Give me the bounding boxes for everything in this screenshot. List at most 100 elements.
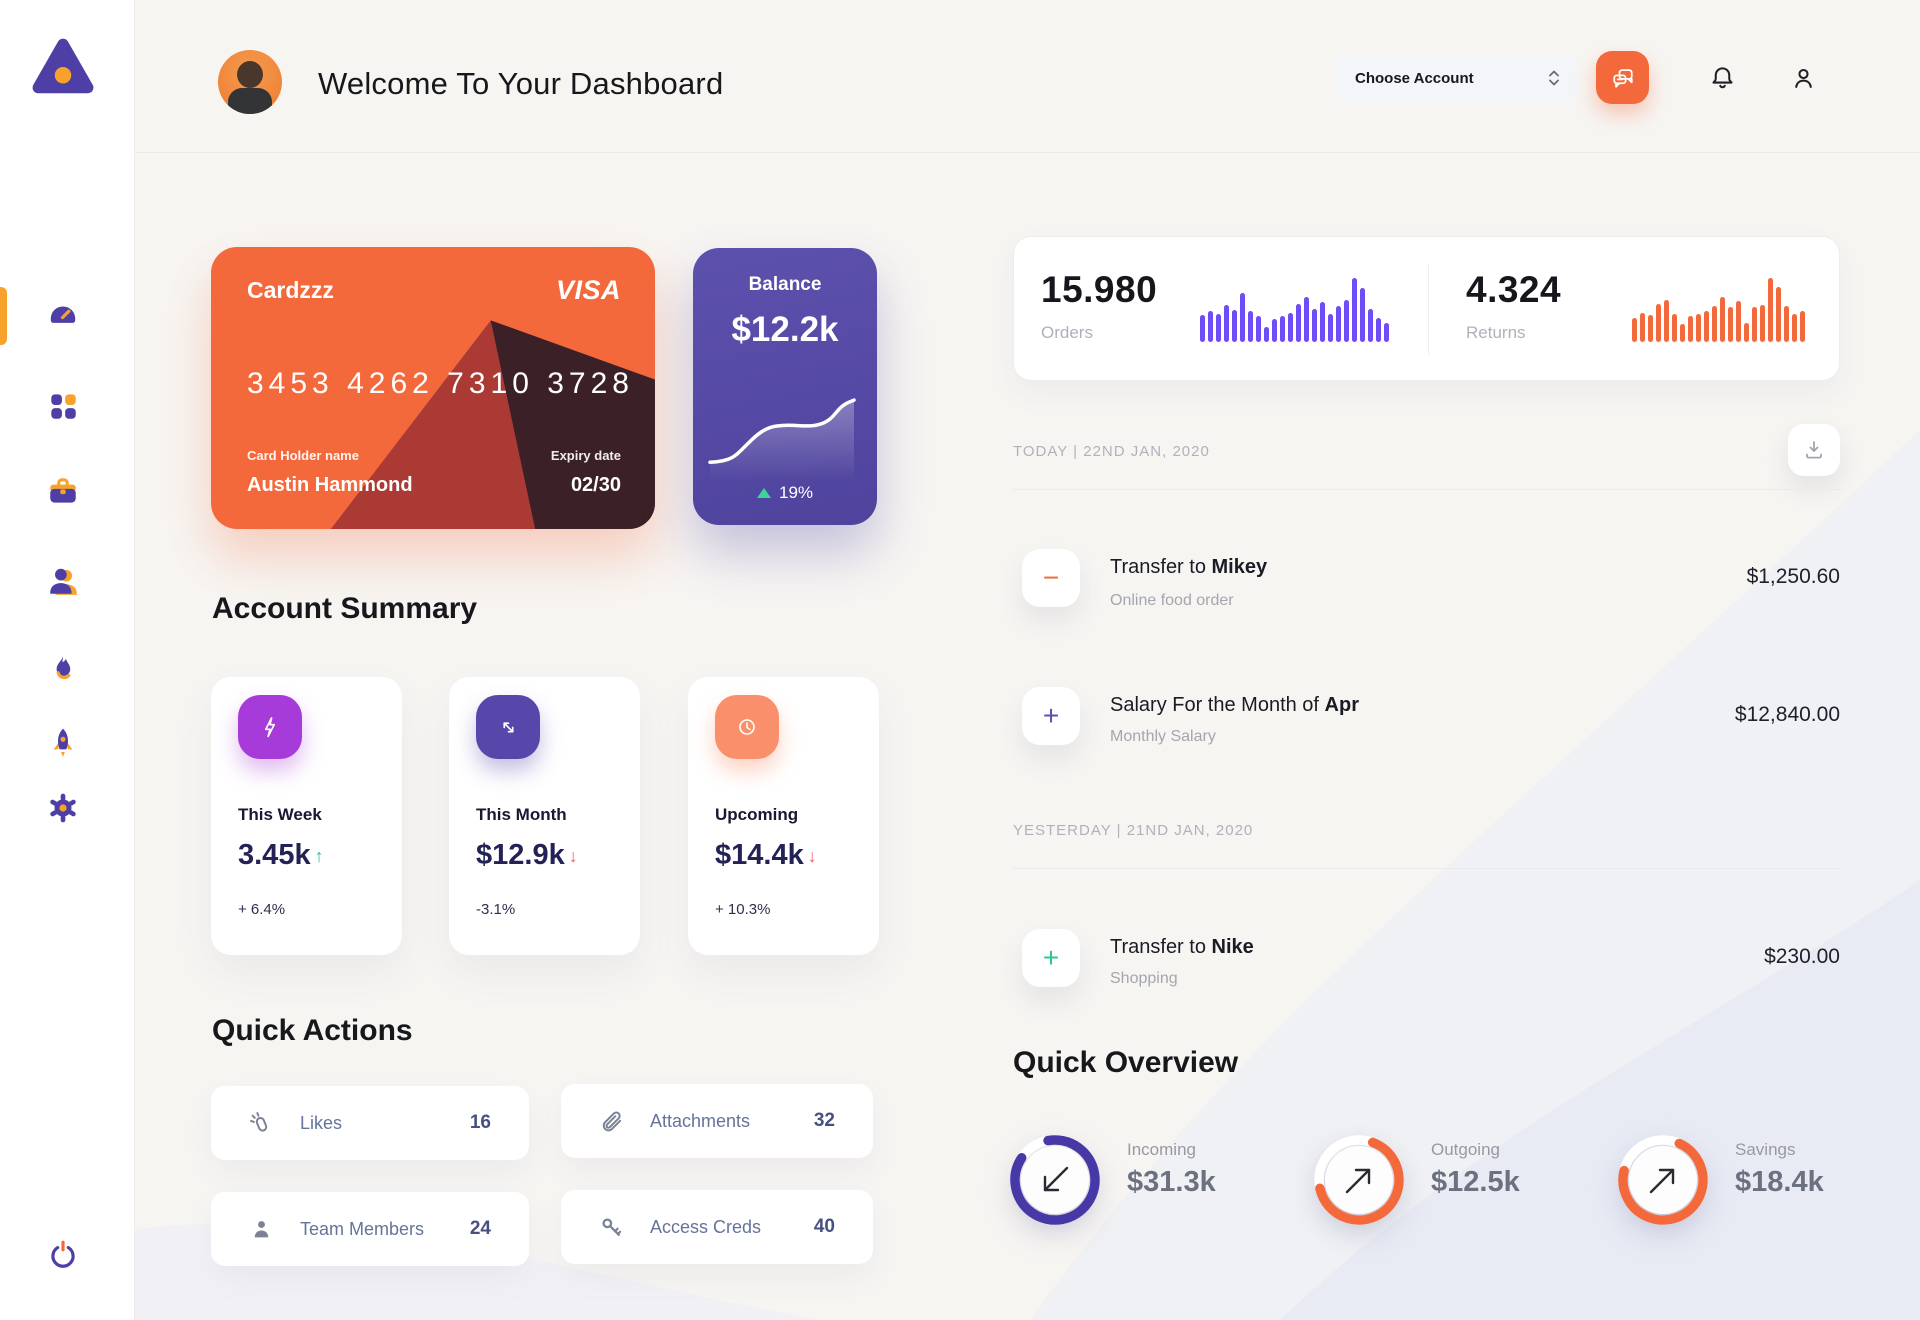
summary-card-upcoming: Upcoming $14.4k ↓ + 10.3%: [688, 677, 879, 955]
transaction-row[interactable]: Transfer to Nike: [1110, 936, 1254, 958]
trend-down-arrow: ↓: [807, 846, 817, 866]
sidebar-item-dashboard[interactable]: [46, 299, 80, 333]
plus-icon: +: [1042, 700, 1060, 731]
clock-icon: [715, 695, 779, 759]
summary-percent: + 6.4%: [238, 901, 286, 918]
sidebar-item-apps[interactable]: [46, 389, 80, 423]
summary-percent: + 10.3%: [715, 901, 771, 918]
card-expiry-label: Expiry date: [550, 448, 621, 463]
briefcase-icon: [50, 478, 76, 503]
transaction-amount: $230.00: [1764, 945, 1840, 968]
orders-label: Orders: [1041, 323, 1093, 342]
summary-value: $12.9k ↓: [476, 839, 578, 871]
summary-label: Upcoming: [715, 805, 799, 824]
transaction-amount: $1,250.60: [1746, 565, 1840, 588]
clap-hands-icon: [250, 1111, 268, 1132]
returns-label: Returns: [1466, 323, 1526, 342]
sidebar: [0, 0, 135, 1320]
transaction-subtitle: Shopping: [1110, 970, 1178, 987]
account-selector[interactable]: Choose Account: [1335, 54, 1577, 102]
summary-percent: -3.1%: [476, 901, 516, 918]
summary-value: $14.4k ↓: [715, 839, 817, 871]
notifications-button[interactable]: [1700, 56, 1744, 100]
savings-donut: [1613, 1130, 1713, 1230]
transaction-date-header: YESTERDAY | 21ND JAN, 2020: [1013, 822, 1254, 839]
quick-action-label: Team Members: [300, 1218, 425, 1239]
summary-card-this-week: This Week 3.45k ↑ + 6.4%: [211, 677, 402, 955]
chevron-up-down-icon: [1549, 70, 1559, 86]
card-expiry: 02/30: [570, 474, 621, 496]
card-name: Cardzzz: [247, 277, 334, 303]
quick-action-team-members[interactable]: Team Members 24: [211, 1192, 529, 1266]
user-icon: [1794, 68, 1812, 88]
spark-line: [708, 398, 856, 464]
card-holder-name: Austin Hammond: [247, 474, 413, 496]
overview-label: Outgoing: [1431, 1140, 1500, 1159]
page-title: Welcome To Your Dashboard: [318, 66, 724, 101]
quick-action-access-creds[interactable]: Access Creds 40: [561, 1190, 873, 1264]
orders-returns-panel: 15.980 Orders 4.324 Returns: [1013, 236, 1840, 381]
header-divider: [135, 152, 1920, 153]
quick-action-count: 24: [469, 1218, 491, 1239]
sidebar-item-team[interactable]: [46, 564, 80, 598]
card-holder-label: Card Holder name: [247, 448, 359, 463]
apps-grid-icon: [51, 394, 76, 419]
incoming-donut: [1005, 1130, 1105, 1230]
power-icon: [51, 1240, 75, 1268]
quick-action-attachments[interactable]: Attachments 32: [561, 1084, 873, 1158]
app-logo: [30, 34, 96, 100]
gear-icon: [50, 793, 76, 823]
overview-label: Incoming: [1127, 1140, 1196, 1159]
overview-savings: Savings $18.4k: [1613, 1130, 1913, 1234]
trend-down-arrow: ↓: [568, 846, 578, 866]
flame-icon: [56, 654, 71, 680]
overview-value: $31.3k: [1127, 1166, 1216, 1198]
transaction-subtitle: Monthly Salary: [1110, 728, 1216, 745]
visa-logo: VISA: [555, 275, 621, 305]
balance-value: $12.2k: [731, 310, 839, 349]
transaction-row[interactable]: Transfer to Mikey: [1110, 556, 1268, 578]
minus-icon: −: [1042, 562, 1060, 593]
sidebar-item-activity[interactable]: [46, 651, 80, 685]
transaction-subtitle: Online food order: [1110, 592, 1234, 609]
transaction-amount: $12,840.00: [1734, 703, 1840, 726]
arrow-down-left-icon: [1043, 1166, 1069, 1192]
users-icon: [50, 568, 77, 595]
balance-label: Balance: [748, 274, 822, 295]
overview-outgoing: Outgoing $12.5k: [1309, 1130, 1609, 1234]
quick-action-label: Access Creds: [650, 1216, 762, 1237]
outgoing-donut: [1309, 1130, 1409, 1230]
logout-button[interactable]: [46, 1238, 80, 1272]
active-nav-indicator: [0, 287, 7, 345]
card-number: 3453 4262 7310 3728: [247, 367, 634, 400]
download-statement-button[interactable]: [1788, 424, 1840, 476]
summary-label: This Week: [238, 805, 322, 824]
credit-card[interactable]: Cardzzz VISA 3453 4262 7310 3728 Card Ho…: [211, 247, 655, 529]
returns-bar-chart: [1632, 278, 1805, 342]
overview-value: $12.5k: [1431, 1166, 1520, 1198]
spark-fill: [710, 400, 854, 482]
divider: [1013, 489, 1840, 490]
profile-button[interactable]: [1781, 56, 1825, 100]
account-selector-label: Choose Account: [1355, 69, 1474, 87]
balance-sparkline: [708, 398, 856, 482]
messages-button[interactable]: [1596, 51, 1649, 104]
transaction-row[interactable]: Salary For the Month of Apr: [1110, 694, 1359, 716]
transaction-date-header: TODAY | 22ND JAN, 2020: [1013, 443, 1210, 460]
sidebar-item-settings[interactable]: [46, 791, 80, 825]
arrow-up-right-icon: [1345, 1168, 1371, 1194]
user-avatar[interactable]: [218, 50, 282, 114]
summary-card-this-month: This Month $12.9k ↓ -3.1%: [449, 677, 640, 955]
trend-up-arrow: ↑: [314, 846, 324, 866]
transaction-sign-icon: +: [1022, 687, 1080, 745]
sidebar-item-work[interactable]: [46, 475, 80, 509]
balance-change: 19%: [778, 483, 814, 502]
balance-card[interactable]: Balance $12.2k 19%: [693, 248, 877, 525]
lightning-icon: [238, 695, 302, 759]
quick-action-likes[interactable]: Likes 16: [211, 1086, 529, 1160]
quick-overview-title: Quick Overview: [1013, 1046, 1239, 1079]
sidebar-item-launch[interactable]: [46, 726, 80, 760]
arrow-up-right-icon: [1649, 1168, 1675, 1194]
quick-actions-title: Quick Actions: [212, 1014, 413, 1047]
